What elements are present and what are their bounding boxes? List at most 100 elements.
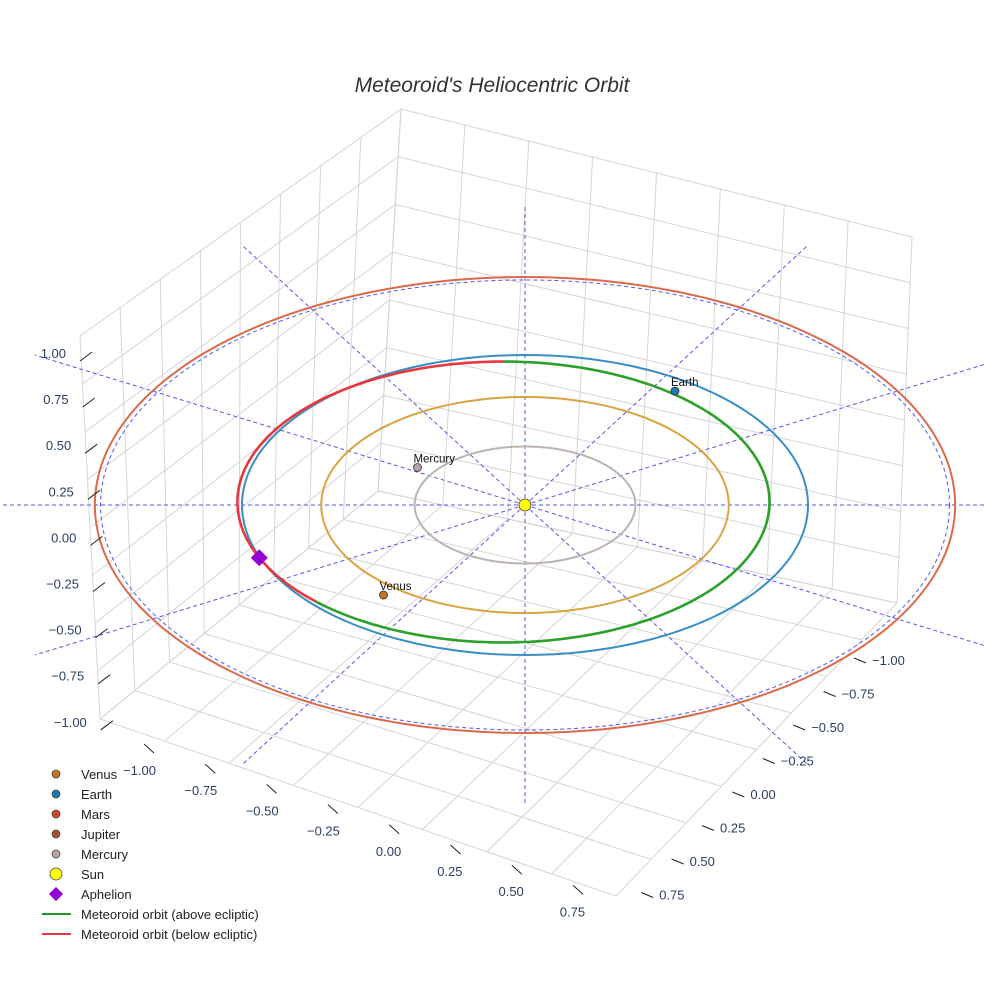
body-label-venus: Venus: [380, 581, 412, 593]
x-tick: [572, 885, 584, 895]
grid-line: [84, 204, 396, 433]
body-mercury: [413, 463, 422, 472]
body-label-earth: Earth: [671, 377, 699, 389]
grid-line: [92, 347, 387, 576]
z-tick: [82, 397, 95, 408]
z-tick-label: 1.00: [41, 346, 66, 361]
legend-circle-icon: [51, 789, 61, 799]
ecliptic-reference-grid: [0, 205, 984, 805]
grid-line: [486, 574, 768, 853]
grid-line: [386, 347, 903, 467]
aphelion-marker: [250, 549, 268, 567]
grid-line: [99, 718, 617, 897]
legend-label: Meteoroid orbit (above ecliptic): [81, 907, 259, 922]
grid-line: [94, 395, 385, 624]
z-tick-label: 0.00: [51, 530, 76, 545]
z-tick-label: −0.50: [49, 623, 82, 638]
legend-item: Meteoroid orbit (above ecliptic): [42, 907, 259, 922]
orbit-earth: [240, 353, 809, 657]
z-tick: [97, 674, 111, 685]
legend-item: Sun: [49, 867, 104, 882]
y-tick: [671, 858, 684, 865]
body-sun: [518, 498, 532, 512]
x-tick: [388, 824, 400, 835]
grid-line: [97, 442, 382, 672]
y-tick: [762, 758, 775, 764]
legend-label: Mars: [81, 807, 110, 822]
z-tick: [90, 536, 103, 546]
x-tick-label: 0.75: [560, 904, 585, 919]
y-tick-label: −1.00: [872, 653, 905, 668]
chart-title: Meteoroid's Heliocentric Orbit: [354, 74, 630, 97]
z-tick: [100, 720, 114, 731]
grid-line: [134, 690, 652, 860]
z-tick: [95, 628, 108, 638]
z-tick: [87, 489, 101, 500]
grid-line: [79, 108, 402, 337]
legend-circle-icon: [51, 849, 61, 859]
x-tick: [143, 743, 155, 754]
grid-line: [87, 251, 393, 481]
legend-item: Mars: [51, 807, 110, 822]
y-tick-label: 0.50: [690, 854, 715, 869]
grid-line: [392, 251, 907, 375]
x-tick-label: −1.00: [123, 763, 156, 778]
legend-circle-icon: [51, 769, 61, 779]
grid-line: [169, 661, 687, 824]
legend-item: Aphelion: [48, 886, 132, 902]
legend-label: Aphelion: [81, 887, 132, 902]
orbit-venus: [320, 396, 730, 614]
legend-label: Jupiter: [81, 827, 121, 842]
x-tick: [266, 784, 277, 794]
x-tick: [327, 804, 339, 814]
grid-line: [82, 156, 399, 385]
meteoroid-orbit: [236, 360, 771, 644]
x-tick-label: 0.50: [498, 884, 523, 899]
axis-ticks: 1.00 0.75 0.50 0.25 0.00 −0.25 −0.50 −0.75 −1.00…: [41, 346, 905, 919]
z-tick-label: −0.25: [46, 577, 79, 592]
y-tick-label: 0.75: [659, 888, 684, 903]
x-tick-label: −0.75: [184, 783, 217, 798]
y-tick: [732, 791, 745, 798]
z-tick: [92, 582, 106, 592]
orbit-mars: [93, 275, 957, 735]
bodies: Mercury Venus Earth: [379, 377, 699, 600]
grid-line: [383, 395, 901, 512]
z-tick-label: 0.50: [46, 438, 71, 453]
legend-circle-icon: [51, 809, 61, 819]
y-tick-label: 0.25: [720, 821, 745, 836]
y-tick-label: −0.25: [781, 754, 814, 769]
grid-line: [204, 633, 722, 787]
legend-label: Mercury: [81, 847, 128, 862]
legend-item: Venus: [51, 767, 118, 782]
ecliptic-reference-spoke: [34, 354, 526, 506]
z-tick-label: −0.75: [51, 669, 84, 684]
x-tick-label: −0.25: [307, 824, 340, 839]
grid-line: [551, 588, 833, 875]
legend-circle-icon: [49, 867, 63, 881]
legend-item: Meteoroid orbit (below ecliptic): [42, 927, 257, 942]
legend[interactable]: Venus Earth Mars Jupiter Mercury Sun Aphelion M…: [42, 767, 259, 942]
x-tick-label: 0.25: [437, 864, 462, 879]
ecliptic-reference-spoke: [34, 504, 526, 656]
orbits: [93, 275, 957, 735]
y-tick-label: −0.75: [842, 687, 875, 702]
x-tick-label: −0.50: [246, 803, 279, 818]
legend-circle-icon: [51, 829, 61, 839]
y-tick: [641, 892, 654, 898]
grid-line: [357, 546, 638, 808]
body-earth: [670, 386, 680, 396]
y-tick-label: −0.50: [811, 720, 844, 735]
ecliptic-reference-spoke: [524, 364, 984, 506]
y-tick: [701, 825, 715, 831]
legend-label: Sun: [81, 867, 104, 882]
grid-line: [389, 299, 905, 421]
axis-grid: [79, 108, 913, 897]
y-tick: [853, 657, 867, 664]
z-tick-label: 0.25: [48, 484, 73, 499]
legend-item: Jupiter: [51, 827, 121, 842]
x-tick: [511, 864, 523, 875]
z-tick-label: −1.00: [54, 715, 87, 730]
grid-line: [89, 299, 390, 528]
